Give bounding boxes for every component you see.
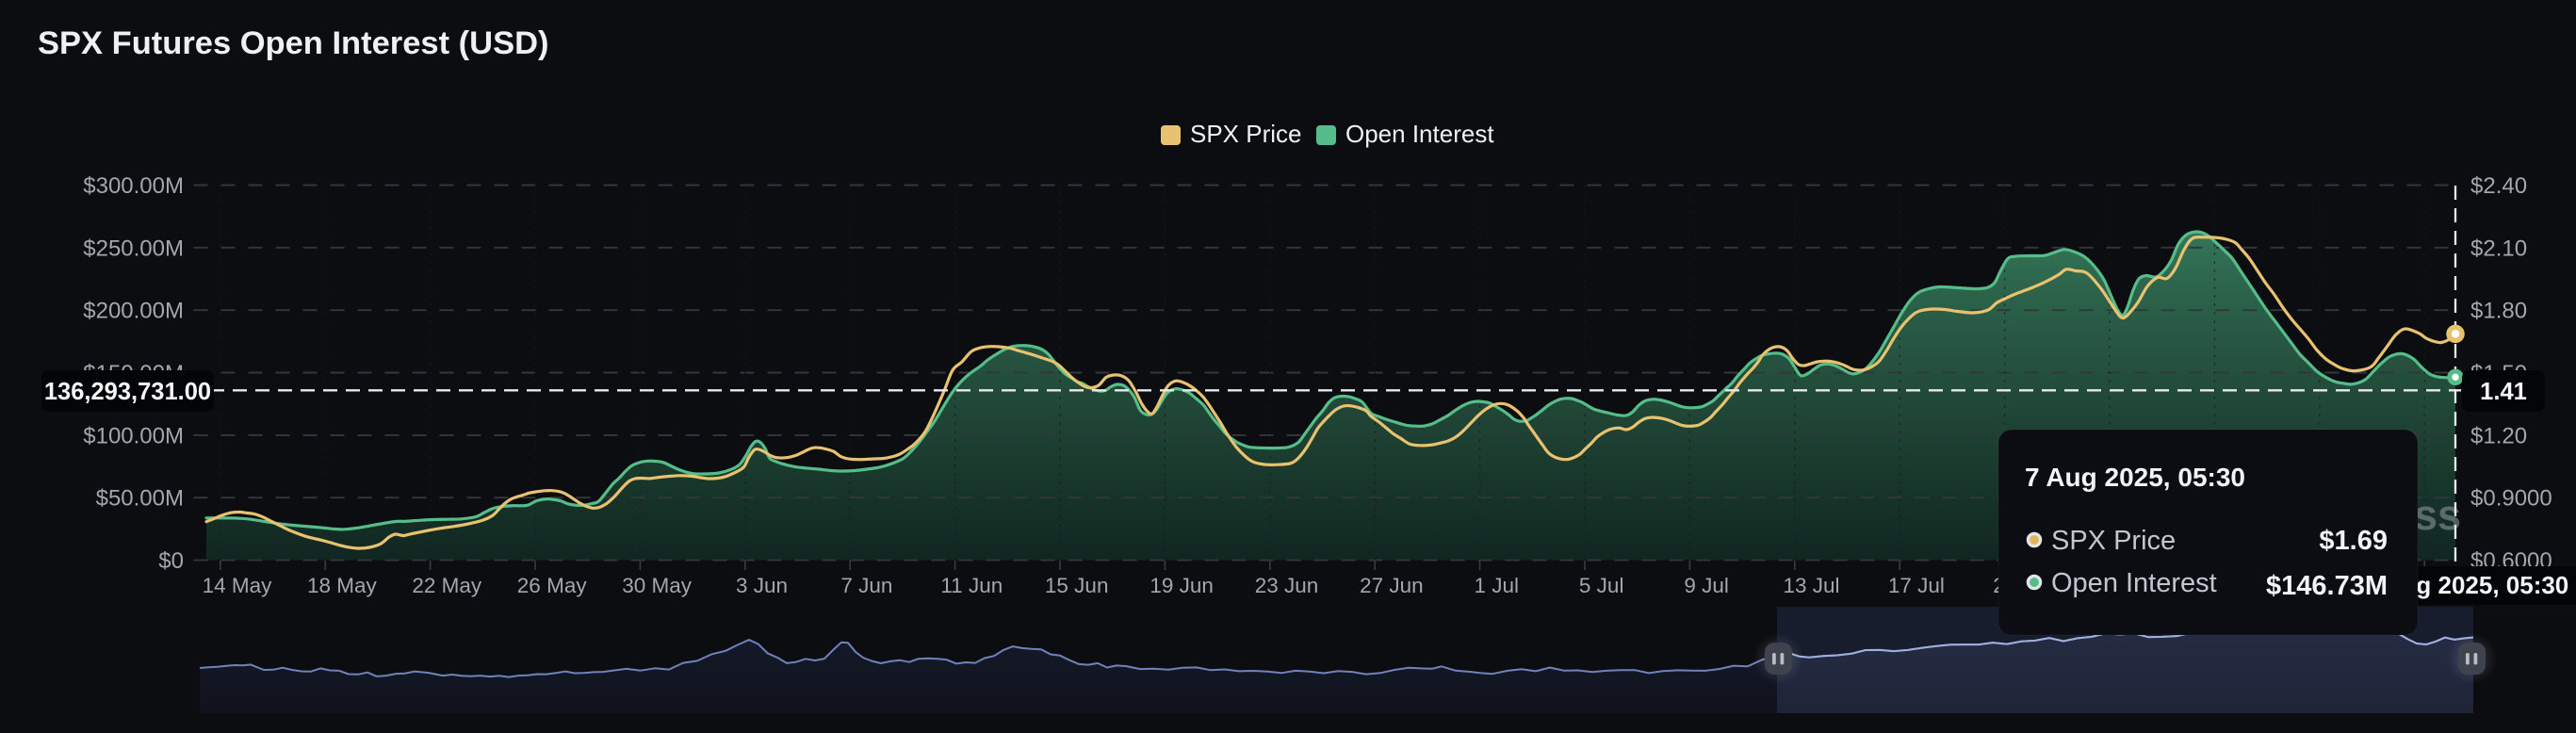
svg-text:$1.80: $1.80 (2470, 299, 2527, 324)
svg-text:136,293,731.00: 136,293,731.00 (44, 379, 211, 405)
svg-text:23 Jun: 23 Jun (1255, 574, 1319, 597)
svg-text:$200.00M: $200.00M (83, 299, 184, 324)
svg-text:$1.69: $1.69 (2319, 526, 2388, 556)
svg-text:$1.20: $1.20 (2470, 423, 2527, 448)
svg-text:$0.9000: $0.9000 (2470, 486, 2552, 512)
svg-text:SPX Price: SPX Price (2051, 526, 2176, 556)
svg-text:$50.00M: $50.00M (96, 486, 184, 512)
svg-text:1 Jul: 1 Jul (1475, 574, 1520, 597)
svg-text:13 Jul: 13 Jul (1783, 574, 1839, 597)
svg-text:SPX Futures Open Interest (USD: SPX Futures Open Interest (USD) (38, 25, 549, 61)
svg-text:$2.10: $2.10 (2470, 236, 2527, 261)
svg-text:7 Jun: 7 Jun (840, 574, 892, 597)
svg-text:SPX Price: SPX Price (1190, 120, 1302, 148)
svg-text:30 May: 30 May (622, 574, 693, 597)
svg-text:11 Jun: 11 Jun (940, 574, 1003, 597)
svg-text:$0: $0 (158, 548, 184, 574)
svg-text:3 Jun: 3 Jun (736, 574, 788, 597)
svg-text:7 Aug 2025, 05:30: 7 Aug 2025, 05:30 (2025, 463, 2245, 492)
svg-text:Open Interest: Open Interest (1345, 120, 1494, 148)
svg-text:15 Jun: 15 Jun (1045, 574, 1109, 597)
svg-text:$100.00M: $100.00M (83, 423, 184, 448)
svg-text:$300.00M: $300.00M (83, 173, 184, 199)
svg-text:1.41: 1.41 (2480, 379, 2527, 405)
svg-text:$250.00M: $250.00M (83, 236, 184, 261)
svg-text:26 May: 26 May (517, 574, 588, 597)
svg-text:18 May: 18 May (307, 574, 378, 597)
svg-text:27 Jun: 27 Jun (1360, 574, 1424, 597)
svg-text:$2.40: $2.40 (2470, 173, 2527, 199)
svg-text:22 May: 22 May (412, 574, 482, 597)
svg-text:17 Jul: 17 Jul (1888, 574, 1945, 597)
svg-text:$146.73M: $146.73M (2266, 571, 2388, 601)
svg-text:Open Interest: Open Interest (2051, 568, 2217, 598)
svg-text:5 Jul: 5 Jul (1579, 574, 1624, 597)
svg-text:14 May: 14 May (203, 574, 273, 597)
svg-text:9 Jul: 9 Jul (1684, 574, 1729, 597)
svg-text:19 Jun: 19 Jun (1149, 574, 1214, 597)
